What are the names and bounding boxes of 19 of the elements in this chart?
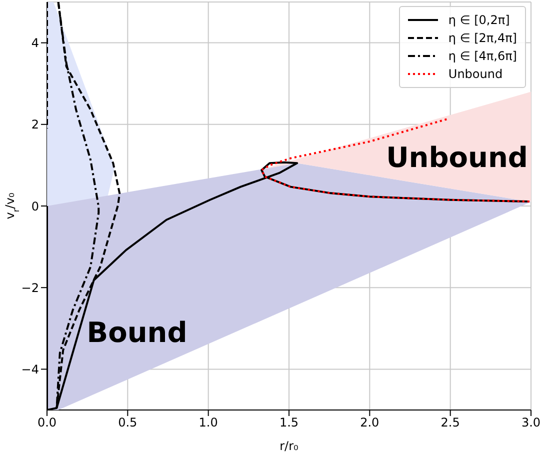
legend-label: η ∈ [0,2π] [448,13,510,27]
legend-label: η ∈ [2π,4π] [448,31,517,45]
y-tick-label: −2 [21,280,39,295]
x-axis-title: r/r₀ [280,439,299,452]
legend-label: Unbound [448,67,503,81]
x-tick-label: 0.0 [37,416,57,430]
x-tick-label: 2.0 [360,416,380,430]
y-tick-label: 4 [31,36,39,50]
legend-label: η ∈ [4π,6π] [448,49,517,63]
y-tick-label: −4 [21,362,39,376]
annotation: Bound [86,316,188,349]
x-tick-label: 0.5 [118,416,138,430]
y-tick-label: 2 [31,118,39,132]
x-tick-label: 2.5 [440,416,460,430]
annotation: Unbound [386,141,528,174]
x-tick-label: 1.0 [198,416,218,430]
x-tick-label: 1.5 [279,416,299,430]
x-tick-label: 3.0 [521,416,541,430]
y-tick-label: 0 [31,199,39,214]
